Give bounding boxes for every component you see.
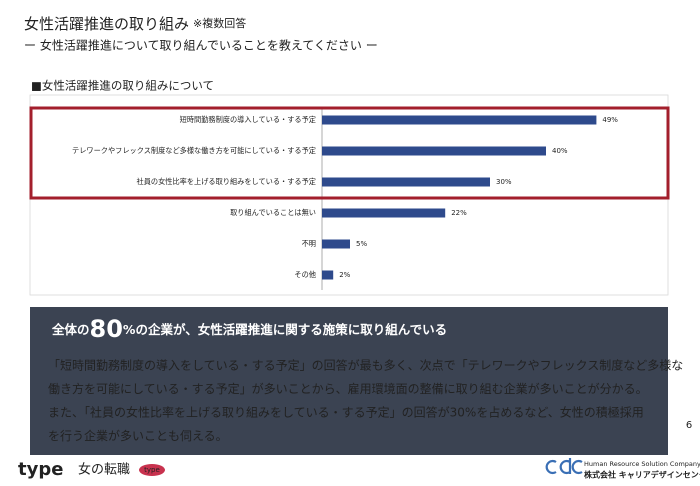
bar-group: 49% 短時間勤務制度の導入している・する予定 40% テレワークやフレックス制度など… xyxy=(72,115,618,280)
summary-line: また、「社員の女性比率を上げる取り組みをしている・する予定」の回答が30%を占め… xyxy=(48,405,644,420)
value-label: 22% xyxy=(451,209,467,217)
summary-lines: 「短時間勤務制度の導入をしている・する予定」の回答が最も多く、次点で「テレワーク… xyxy=(48,358,683,444)
page-number: 6 xyxy=(686,420,692,431)
summary-heading: 全体の80%の企業が、女性活躍推進に関する施策に取り組んでいる xyxy=(51,315,447,343)
category-label: 短時間勤務制度の導入している・する予定 xyxy=(180,115,316,124)
summary-box xyxy=(30,307,668,455)
value-label: 40% xyxy=(552,147,568,155)
chart-title: ■女性活躍推進の取り組みについて xyxy=(31,79,214,93)
category-label: その他 xyxy=(294,270,316,279)
bar xyxy=(322,146,546,156)
bar xyxy=(322,208,446,218)
summary-rest: %の企業が、女性活躍推進に関する施策に取り組んでいる xyxy=(123,322,447,337)
chart-frame xyxy=(29,94,669,296)
logo-arc xyxy=(545,459,557,475)
bar xyxy=(322,115,597,125)
summary-lead: 全体の xyxy=(51,322,90,337)
footer-badge: type xyxy=(144,466,160,474)
title-main: 女性活躍推進の取り組み xyxy=(24,15,189,33)
value-label: 5% xyxy=(356,240,367,248)
slide-subtitle: ー 女性活躍推進について取り組んでいることを教えてください ー xyxy=(24,38,378,53)
value-label: 30% xyxy=(496,178,512,186)
summary-line: 働き方を可能にしている・する予定」が多いことから、雇用環境面の整備に取り組む企業… xyxy=(48,381,648,396)
bar xyxy=(322,239,350,249)
highlight-box xyxy=(29,106,670,200)
footer-service: 女の転職 xyxy=(78,462,130,478)
footer-brand: type xyxy=(18,459,63,480)
bar xyxy=(322,177,490,187)
summary-line: 「短時間勤務制度の導入をしている・する予定」の回答が最も多く、次点で「テレワーク… xyxy=(48,358,683,373)
badge-shape xyxy=(139,464,165,476)
logo-arc xyxy=(571,459,583,475)
category-label: 取り組んでいることは無い xyxy=(230,208,316,217)
bar xyxy=(322,270,334,280)
title-note: ※複数回答 xyxy=(193,16,246,30)
company-logo xyxy=(545,458,583,475)
category-label: テレワークやフレックス制度など多様な働き方を可能にしている・する予定 xyxy=(72,146,316,155)
category-label: 社員の女性比率を上げる取り組みをしている・する予定 xyxy=(137,177,316,186)
footer-company: 株式会社 キャリアデザインセンター xyxy=(584,470,700,480)
summary-figure: 80 xyxy=(90,315,123,343)
summary-line: を行う企業が多いことも伺える。 xyxy=(48,428,228,443)
slide-title: 女性活躍推進の取り組み ※複数回答 xyxy=(24,15,246,33)
logo-arc xyxy=(559,458,572,475)
footer-tagline: Human Resource Solution Company xyxy=(584,460,700,468)
value-label: 49% xyxy=(602,116,618,124)
value-label: 2% xyxy=(339,271,350,279)
category-label: 不明 xyxy=(302,239,316,248)
